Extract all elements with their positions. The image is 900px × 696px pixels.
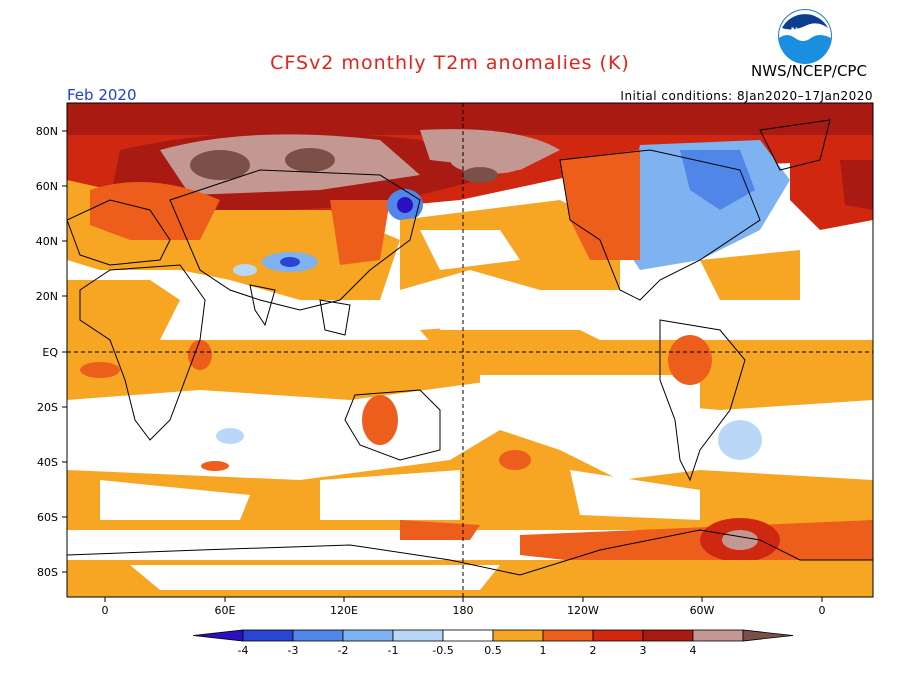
colorbar-segment <box>392 629 444 642</box>
colorbar-label: 0.5 <box>484 644 502 657</box>
lon-tick-label: 60W <box>690 604 715 617</box>
colorbar-label: -1 <box>388 644 399 657</box>
colorbar-segment <box>492 629 544 642</box>
lat-tick-label: 80S <box>37 566 58 579</box>
map-frame <box>66 102 874 598</box>
colorbar-segment <box>292 629 344 642</box>
longitude-axis: 0 60E 120E 180 120W 60W 0 <box>102 597 826 617</box>
lon-tick-label: 180 <box>453 604 474 617</box>
colorbar-segment <box>592 629 644 642</box>
colorbar: -4 -3 -2 -1 -0.5 0.5 1 2 3 4 <box>192 629 794 657</box>
lat-tick-label: 60N <box>36 180 58 193</box>
lat-tick-label: 40S <box>37 456 58 469</box>
colorbar-segment <box>642 629 694 642</box>
lon-tick-label: 120W <box>567 604 599 617</box>
colorbar-label: -2 <box>338 644 349 657</box>
colorbar-segment <box>542 629 594 642</box>
forecast-month: Feb 2020 <box>67 86 137 104</box>
colorbar-label: -0.5 <box>432 644 453 657</box>
map-title: CFSv2 monthly T2m anomalies (K) <box>270 52 630 74</box>
lat-tick-label: 60S <box>37 511 58 524</box>
lon-tick-label: 0 <box>819 604 826 617</box>
colorbar-label: 3 <box>640 644 647 657</box>
lat-tick-label: EQ <box>42 346 58 359</box>
logo-text: NOAA <box>791 27 820 37</box>
colorbar-arrow-low <box>192 629 244 642</box>
colorbar-arrow-high <box>742 629 794 642</box>
colorbar-label: -4 <box>238 644 249 657</box>
lat-tick-label: 80N <box>36 125 58 138</box>
colorbar-segment <box>692 629 744 642</box>
colorbar-label: -3 <box>288 644 299 657</box>
lat-tick-label: 20S <box>37 401 58 414</box>
lat-tick-label: 40N <box>36 235 58 248</box>
latitude-axis: 80N 60N 40N 20N EQ 20S 40S 60S 80S <box>36 125 67 579</box>
colorbar-label: 2 <box>590 644 597 657</box>
colorbar-segment <box>342 629 394 642</box>
lon-tick-label: 60E <box>215 604 236 617</box>
lon-tick-label: 120E <box>330 604 358 617</box>
colorbar-label: 4 <box>690 644 697 657</box>
organization-label: NWS/NCEP/CPC <box>751 62 867 80</box>
lat-tick-label: 20N <box>36 290 58 303</box>
anomaly-field <box>67 103 873 597</box>
colorbar-segment <box>442 629 494 642</box>
colorbar-segment <box>242 629 294 642</box>
lon-tick-label: 0 <box>102 604 109 617</box>
initial-conditions: Initial conditions: 8Jan2020–17Jan2020 <box>620 89 873 103</box>
noaa-logo-icon: NOAA <box>778 9 832 64</box>
colorbar-label: 1 <box>540 644 547 657</box>
coastlines <box>67 119 873 576</box>
